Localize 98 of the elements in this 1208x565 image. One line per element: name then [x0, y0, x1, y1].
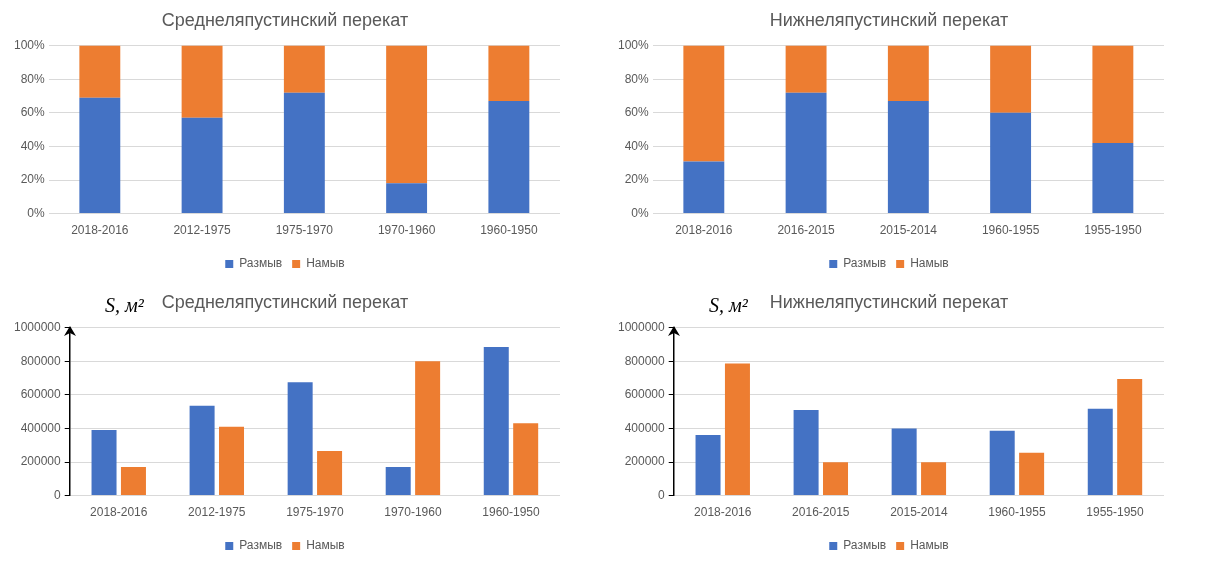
y-axis-title: S, м²: [105, 294, 145, 316]
bar: [1092, 143, 1134, 214]
bar: [386, 45, 428, 184]
bar: [385, 467, 411, 496]
bar: [120, 467, 146, 496]
y-tick-label: 0: [54, 487, 62, 502]
x-tick-label: 1970-1960: [384, 505, 442, 520]
bar: [283, 45, 325, 93]
y-tick-label: 100%: [13, 37, 46, 52]
bar: [91, 430, 117, 496]
x-tick-label: 2018-2016: [90, 505, 148, 520]
bar: [1092, 45, 1134, 144]
x-tick-label: 2018-2016: [71, 223, 129, 238]
bar: [695, 435, 721, 496]
x-tick-label: 2012-1975: [173, 223, 232, 238]
y-tick-label: 40%: [624, 138, 650, 153]
bar: [189, 405, 215, 496]
legend-label: Намыв: [306, 256, 345, 271]
bar: [181, 45, 223, 118]
bar: [1019, 452, 1045, 496]
bar: [823, 462, 849, 496]
x-tick-label: 1955-1950: [1086, 505, 1144, 520]
y-tick-label: 80%: [20, 71, 46, 86]
bar: [181, 117, 223, 214]
bar: [513, 423, 539, 496]
y-tick-label: 20%: [624, 172, 650, 187]
bar: [724, 363, 750, 496]
bar: [887, 101, 929, 214]
x-tick-label: 2015-2014: [890, 505, 948, 520]
x-tick-label: 1960-1950: [480, 223, 538, 238]
y-tick-label: 60%: [20, 105, 46, 120]
chart-title: Нижнеляпустинский перекат: [769, 291, 1009, 312]
legend-label: Намыв: [910, 256, 949, 271]
bar: [683, 161, 725, 214]
x-tick-label: 1955-1950: [1084, 223, 1142, 238]
legend-label: Намыв: [910, 538, 949, 553]
bar: [79, 45, 121, 98]
y-tick-label: 0%: [631, 205, 650, 220]
bar: [317, 451, 343, 496]
x-tick-label: 2016-2015: [792, 505, 850, 520]
chart-title: Среднеляпустинский перекат: [161, 291, 409, 312]
y-tick-label: 1000000: [618, 319, 666, 334]
bar: [283, 92, 325, 214]
y-tick-label: 0: [658, 487, 666, 502]
x-tick-label: 2015-2014: [879, 223, 938, 238]
bar: [785, 45, 827, 93]
y-tick-label: 80%: [624, 71, 650, 86]
x-tick-label: 2018-2016: [694, 505, 752, 520]
y-tick-label: 100%: [617, 37, 650, 52]
bar: [793, 409, 819, 496]
x-tick-label: 1960-1955: [981, 223, 1040, 238]
legend-label: Размыв: [239, 256, 283, 271]
x-tick-label: 1960-1950: [482, 505, 540, 520]
bar: [287, 382, 313, 496]
legend-label: Размыв: [239, 538, 283, 553]
bar: [415, 361, 441, 496]
y-tick-label: 60%: [624, 105, 650, 120]
bar: [488, 45, 530, 102]
x-tick-label: 1970-1960: [377, 223, 436, 238]
chart-title: Нижнеляпустинский перекат: [769, 9, 1009, 30]
y-tick-label: 800000: [624, 353, 666, 368]
x-tick-label: 1975-1970: [286, 505, 344, 520]
y-tick-label: 0%: [27, 205, 46, 220]
legend-label: Размыв: [843, 538, 887, 553]
x-tick-label: 2012-1975: [188, 505, 246, 520]
chart-title: Среднеляпустинский перекат: [161, 9, 409, 30]
y-tick-label: 40%: [20, 138, 46, 153]
legend-label: Размыв: [843, 256, 887, 271]
y-tick-label: 600000: [624, 387, 666, 402]
x-tick-label: 2018-2016: [675, 223, 733, 238]
bar: [1087, 408, 1113, 496]
y-tick-label: 1000000: [14, 319, 62, 334]
bar: [891, 428, 917, 496]
bar: [488, 101, 530, 214]
x-tick-label: 1960-1955: [988, 505, 1046, 520]
y-tick-label: 400000: [20, 420, 62, 435]
bar: [1117, 379, 1143, 496]
y-tick-label: 20%: [20, 172, 46, 187]
bar: [79, 97, 121, 214]
bar: [989, 430, 1015, 496]
y-tick-label: 200000: [20, 454, 62, 469]
y-tick-label: 200000: [624, 454, 666, 469]
bar: [386, 183, 428, 214]
bar: [483, 346, 509, 496]
bar: [990, 45, 1032, 113]
x-tick-label: 2016-2015: [777, 223, 836, 238]
y-tick-label: 400000: [624, 420, 666, 435]
bar: [990, 112, 1032, 214]
legend-label: Намыв: [306, 538, 345, 553]
bar: [683, 45, 725, 162]
y-axis-title: S, м²: [709, 294, 749, 316]
x-tick-label: 1975-1970: [275, 223, 334, 238]
y-tick-label: 600000: [20, 387, 62, 402]
y-tick-label: 800000: [20, 353, 62, 368]
bar: [219, 426, 245, 496]
bar: [785, 92, 827, 214]
bar: [887, 45, 929, 102]
bar: [921, 462, 947, 496]
